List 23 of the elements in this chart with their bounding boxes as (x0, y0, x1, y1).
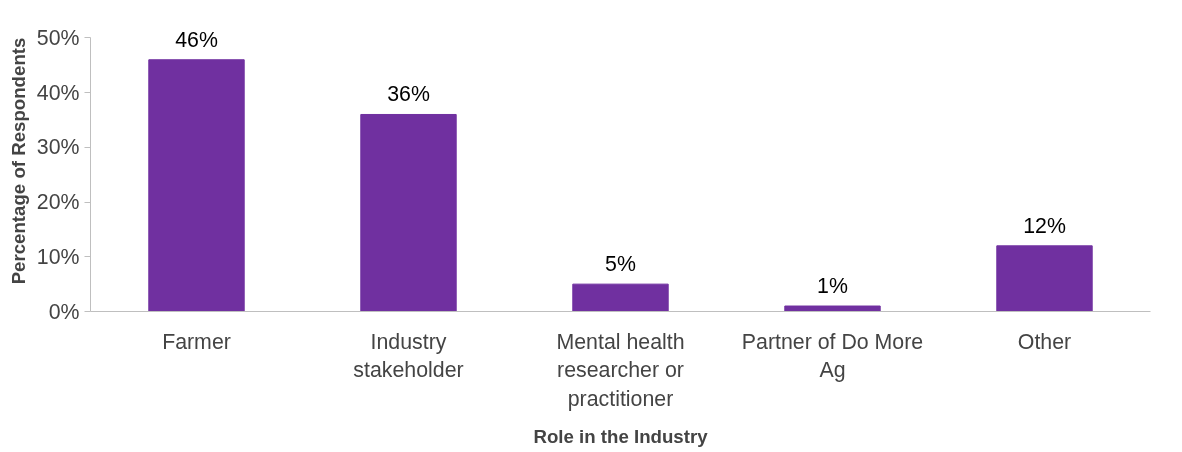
x-tick-label: Industry stakeholder (353, 329, 464, 383)
y-tick-label: 50% (36, 25, 80, 50)
y-tick-label: 0% (48, 299, 80, 324)
x-tick-label: Mental health researcher or practitioner (556, 329, 685, 412)
x-tick-label: Other (1017, 329, 1072, 354)
data-label: 5% (605, 252, 636, 277)
data-label: 36% (387, 82, 430, 107)
y-tick-label: 30% (36, 135, 80, 160)
data-label: 46% (175, 27, 218, 52)
data-label: 12% (1023, 213, 1066, 238)
bar (572, 283, 669, 312)
x-axis-title: Role in the Industry (533, 426, 709, 448)
bar (148, 59, 245, 312)
bar (996, 245, 1093, 312)
x-tick-label: Partner of Do More Ag (741, 329, 924, 383)
y-tick-label: 10% (36, 244, 80, 269)
y-tick-label: 20% (36, 190, 80, 215)
x-tick-label: Farmer (162, 329, 231, 354)
bar (360, 113, 457, 312)
y-axis-title: Percentage of Respondents (7, 37, 29, 285)
bar (784, 305, 881, 312)
data-label: 1% (817, 274, 848, 299)
y-tick-label: 40% (36, 80, 80, 105)
